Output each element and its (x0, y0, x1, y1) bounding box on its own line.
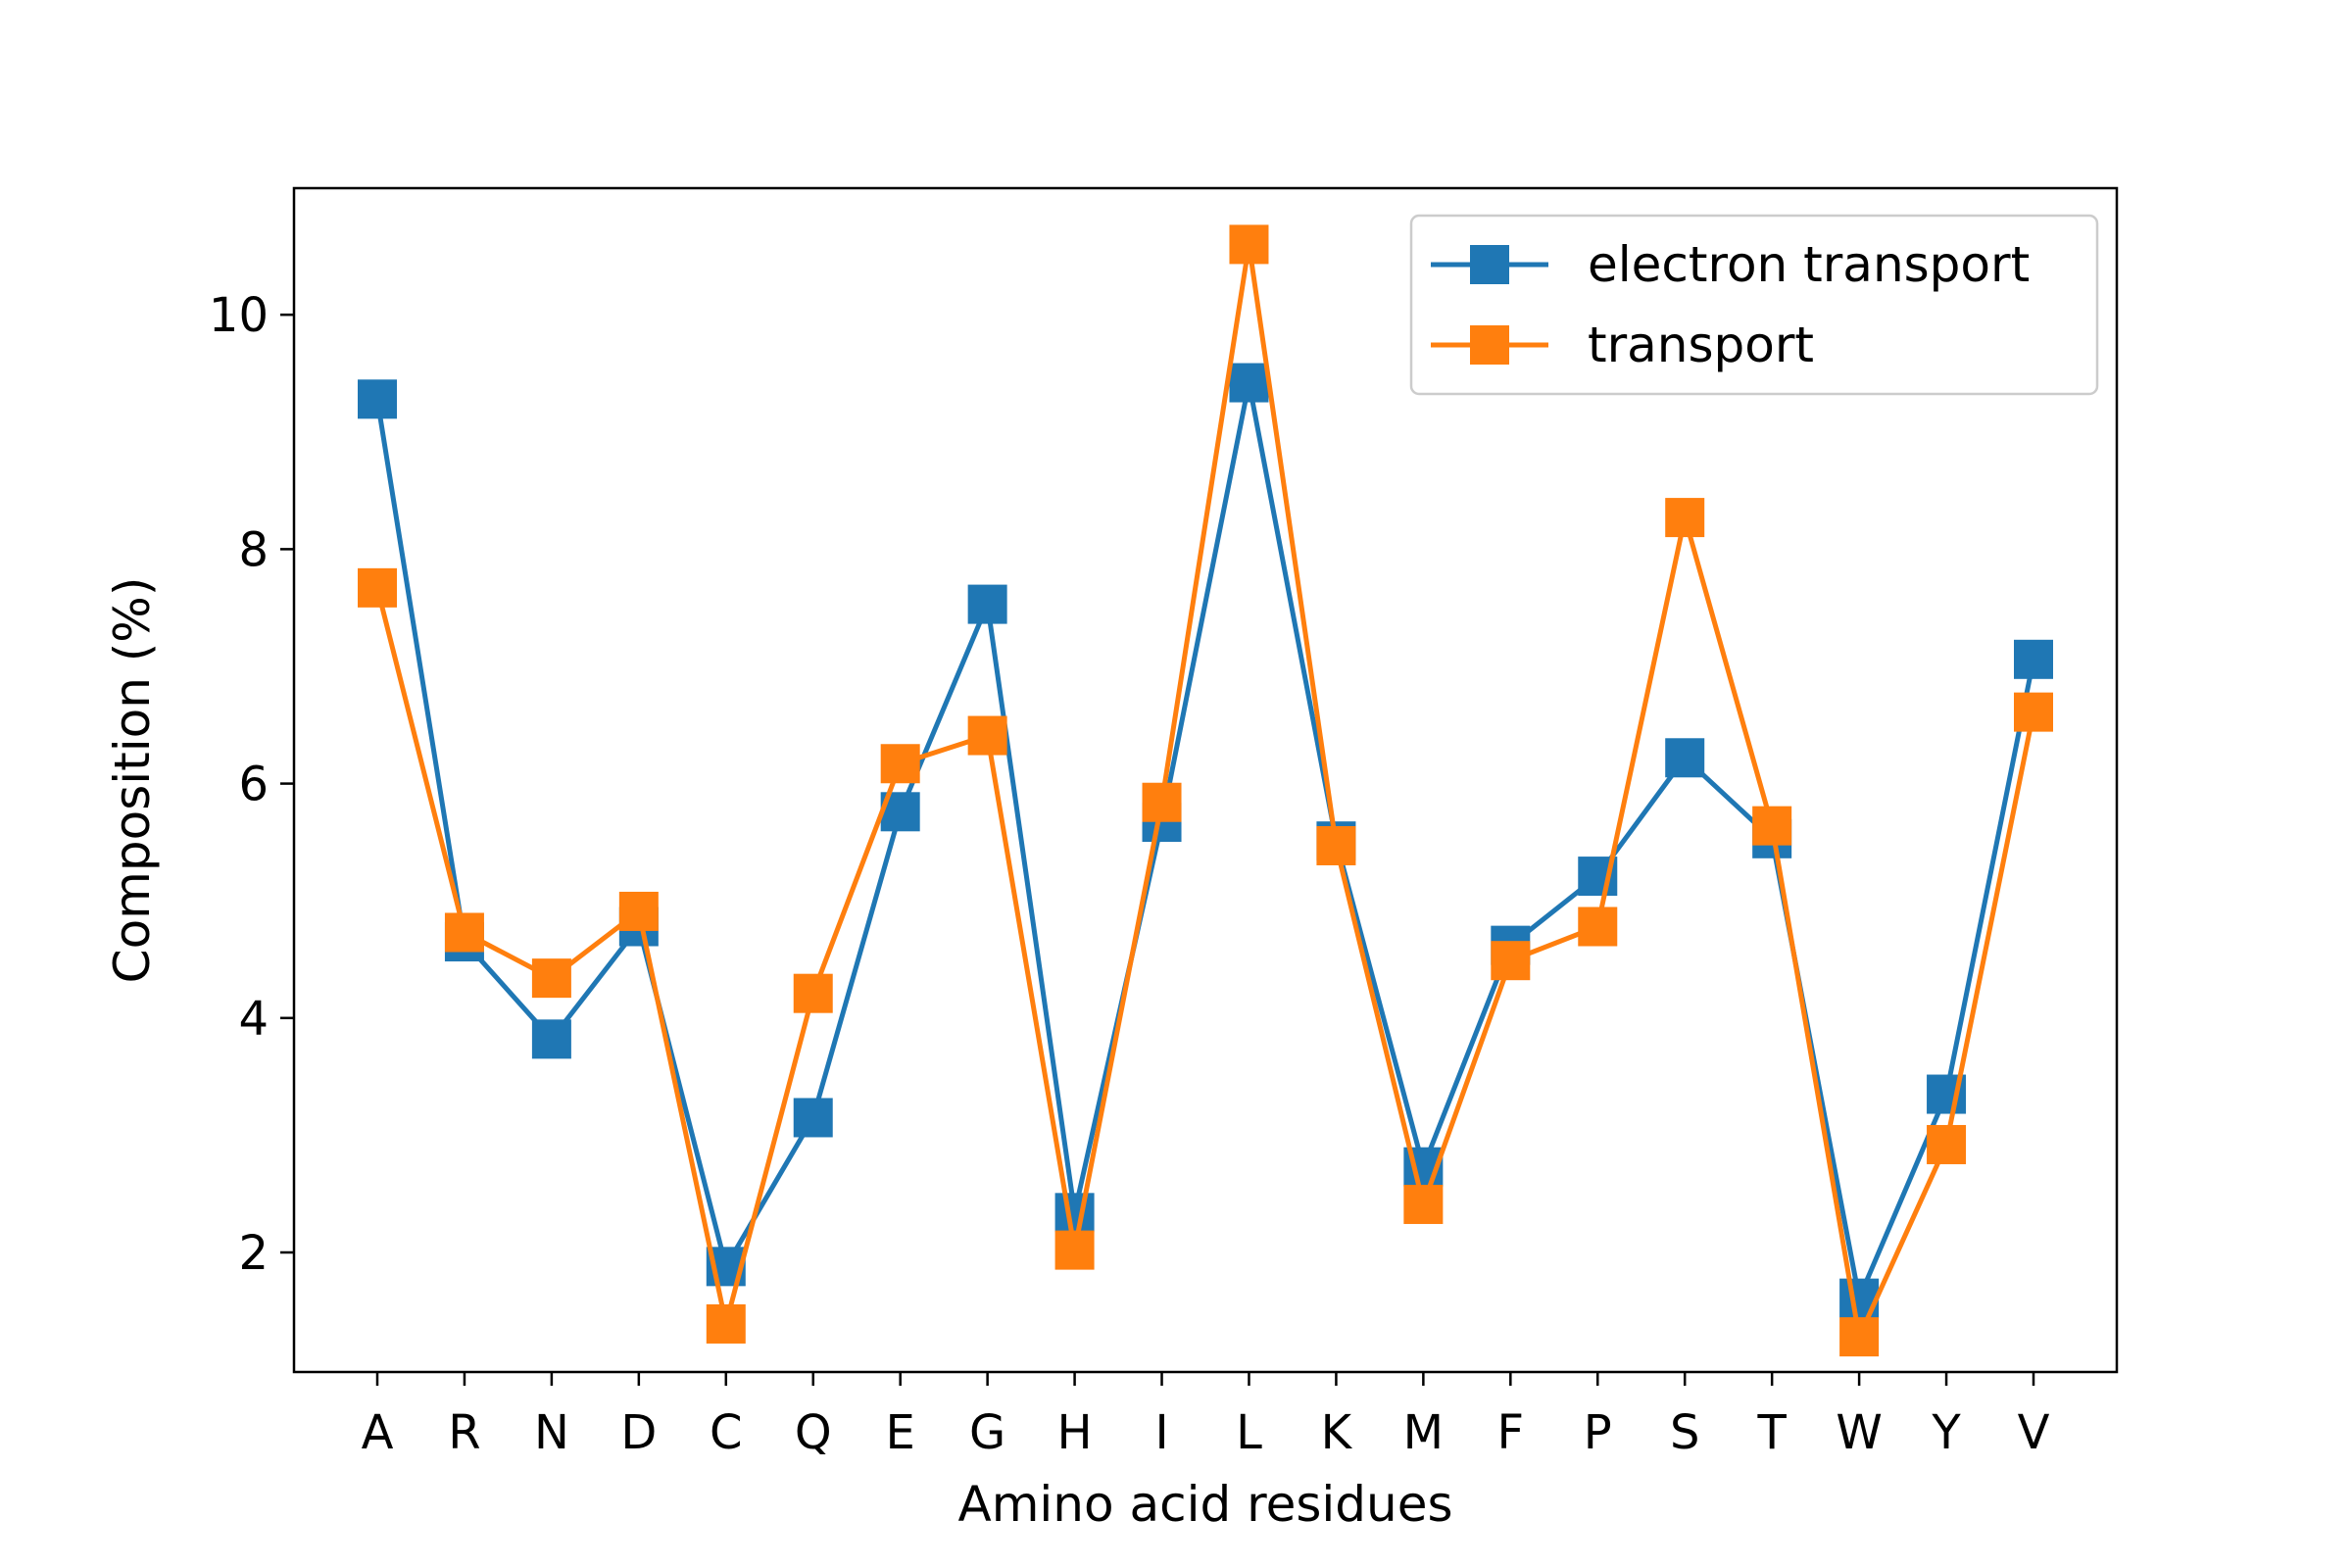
y-axis-label: Composition (%) (104, 577, 161, 984)
x-tick-label: H (1057, 1405, 1093, 1460)
data-point (967, 584, 1007, 624)
data-point (531, 1019, 571, 1059)
x-tick-label: G (969, 1405, 1005, 1460)
x-tick-label: T (1756, 1405, 1787, 1460)
data-point (2014, 692, 2053, 732)
data-point (531, 958, 571, 999)
legend-marker (1470, 245, 1509, 284)
x-tick-label: Q (795, 1405, 832, 1460)
x-tick-label: A (362, 1405, 394, 1460)
x-tick-label: C (710, 1405, 743, 1460)
data-point (1927, 1124, 1967, 1164)
legend-marker (1470, 325, 1509, 365)
x-tick-label: Y (1931, 1405, 1961, 1460)
data-point (444, 912, 484, 953)
legend: electron transport transport (1409, 214, 2099, 396)
x-tick-label: M (1403, 1405, 1444, 1460)
y-tick-label: 2 (238, 1226, 269, 1281)
data-point (1665, 738, 1705, 778)
legend-item: transport (1431, 317, 1814, 373)
x-tick-label: E (886, 1405, 915, 1460)
x-tick-label: S (1670, 1405, 1699, 1460)
x-tick-label: L (1236, 1405, 1262, 1460)
x-tick-label: W (1836, 1405, 1882, 1460)
data-point (1142, 782, 1182, 822)
data-point (1229, 224, 1269, 265)
data-point (967, 715, 1007, 756)
legend-label: electron transport (1588, 236, 2030, 293)
data-point (358, 567, 397, 608)
data-point (1752, 806, 1792, 846)
x-tick-label: R (448, 1405, 480, 1460)
data-point (793, 1098, 833, 1138)
x-tick-label: V (2018, 1405, 2050, 1460)
data-point (2014, 639, 2053, 679)
plot-frame (292, 186, 2119, 1374)
data-point (1839, 1317, 1880, 1357)
x-tick-label: N (534, 1405, 569, 1460)
plot-area (358, 224, 2053, 1357)
legend-label: transport (1588, 317, 1814, 373)
data-point (1403, 1184, 1444, 1224)
data-point (1229, 363, 1269, 403)
data-point (1491, 941, 1531, 981)
y-tick-label: 6 (238, 758, 269, 812)
data-point (880, 744, 920, 784)
x-axis-label: Amino acid residues (957, 1476, 1452, 1533)
data-point (618, 891, 659, 931)
y-axis: 2 4 6 8 10 (209, 288, 294, 1281)
legend-item: electron transport (1431, 236, 2030, 293)
x-tick-label: I (1154, 1405, 1168, 1460)
series-2 (358, 224, 2053, 1357)
data-point (1578, 906, 1618, 947)
y-tick-label: 4 (238, 992, 269, 1047)
data-point (1316, 825, 1356, 865)
y-tick-label: 10 (209, 288, 269, 343)
series-line (374, 241, 2036, 1340)
data-point (793, 973, 833, 1013)
data-point (706, 1303, 746, 1344)
x-tick-label: F (1497, 1405, 1525, 1460)
data-point (1665, 498, 1705, 538)
data-point (1054, 1230, 1095, 1270)
x-tick-label: P (1584, 1405, 1612, 1460)
x-tick-label: D (620, 1405, 657, 1460)
data-point (1054, 1193, 1095, 1233)
x-tick-label: K (1321, 1405, 1353, 1460)
data-point (358, 379, 397, 419)
y-tick-label: 8 (238, 522, 269, 577)
legend-box (1409, 214, 2099, 396)
